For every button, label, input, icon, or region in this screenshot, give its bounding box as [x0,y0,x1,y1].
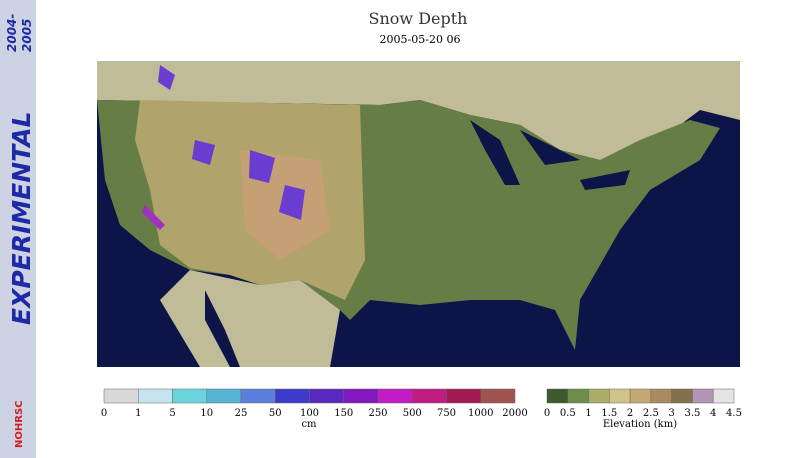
legend-label: 0 [101,408,107,419]
legend-label: 25 [235,408,248,419]
legend-swatch [712,388,735,404]
legend-swatch [692,388,714,404]
legend-swatch [546,388,569,404]
legend-swatch [412,388,447,404]
legend-label: 2000 [502,408,527,419]
title: Snow Depth [369,9,468,28]
legend-label: 10 [200,408,213,419]
elevation-legend: 0 0.5 1 1.5 2 2.5 3 3.5 4 4.5 [544,388,742,419]
season-line: 2005 [20,19,34,52]
snow-cover [142,65,305,230]
experimental-label: EXPERIMENTAL [7,111,36,325]
legend-label: 0 [544,408,550,419]
gulf-california [205,290,240,367]
legend-label: 5 [169,408,175,419]
legend-label: 1.5 [601,408,617,419]
legend-label: 0.5 [560,408,576,419]
legend-swatch [671,388,693,404]
legend-swatch [609,388,631,404]
legend-label: 150 [334,408,353,419]
legend-swatch [240,388,276,404]
legend-label: 500 [403,408,422,419]
logo: NOHRSC [14,401,25,448]
legend-label: 2 [627,408,633,419]
great-lakes [470,120,630,190]
legend-label: 1000 [468,408,493,419]
legend-swatch [103,388,139,404]
legend-label: 250 [368,408,387,419]
legend-swatch [446,388,481,404]
legend-swatch [172,388,207,404]
legend-label: 4.5 [726,408,742,419]
legend-label: 3.5 [684,408,700,419]
legend-swatch [588,388,610,404]
legend-label: 100 [300,408,319,419]
legend-swatch [138,388,173,404]
legend-label: 1 [585,408,591,419]
legend-swatch [629,388,652,404]
legend-label: 50 [269,408,282,419]
snow-unit: cm [301,419,317,430]
sidebar [0,0,36,458]
legend-swatch [309,388,344,404]
legend-label: 750 [437,408,456,419]
canada [97,61,740,160]
legend-swatch [377,388,413,404]
legend-label: 3 [668,408,674,419]
legend-swatch [480,388,516,404]
season-line: 2004- [5,14,19,52]
legend-label: 4 [710,408,716,419]
snow-legend: 0 1 5 10 25 50 100 150 250 500 750 1000 2000 [101,388,528,419]
legend-label: 2.5 [643,408,659,419]
legend-swatch [275,388,310,404]
legend-swatch [343,388,379,404]
legend-label: 1 [135,408,141,419]
legend-swatch [206,388,242,404]
timestamp: 2005-05-20 06 [380,33,461,46]
map [97,61,740,367]
elevation-unit: Elevation (km) [603,419,677,430]
legend-swatch [567,388,589,404]
legend-swatch [650,388,672,404]
